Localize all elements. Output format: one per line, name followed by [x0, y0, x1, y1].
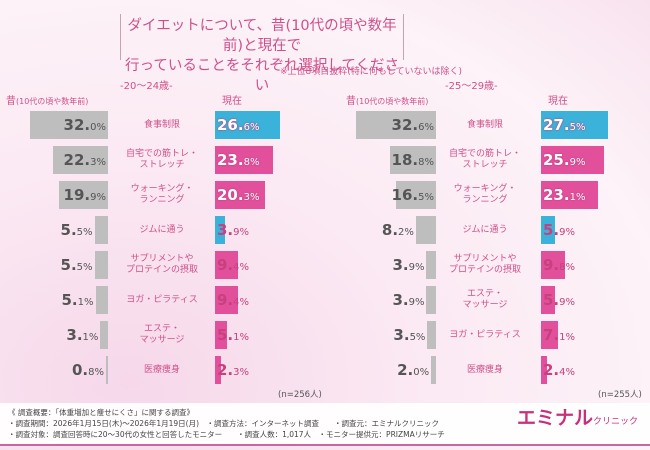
- past-value-label: 3.1%: [66, 326, 99, 344]
- past-value-label: 0.8%: [71, 361, 104, 379]
- past-bar: [395, 181, 436, 209]
- past-label-sub: (10代の頃や数年前): [16, 97, 89, 106]
- current-value-label: 3.9%: [217, 221, 250, 239]
- past-bar: [426, 286, 436, 314]
- category-label: サプリメントや プロテインの摂取: [125, 254, 198, 275]
- current-value-label: 5.9%: [543, 291, 576, 309]
- past-bar: [29, 111, 108, 139]
- current-bar: [541, 251, 565, 279]
- past-value-label: 22.3%: [63, 151, 106, 169]
- past-value-label: 3.5%: [393, 326, 426, 344]
- category-label: ヨガ・ピラティス: [126, 294, 198, 305]
- category-label: ジムに通う: [462, 224, 508, 235]
- past-label: 昔: [346, 96, 356, 107]
- current-value-label: 23.8%: [217, 151, 260, 169]
- past-bar: [356, 111, 436, 139]
- past-bar: [95, 286, 108, 314]
- past-bar: [106, 356, 108, 384]
- note: ※上位8項目抜粋(特に何もしていないは除く): [280, 67, 463, 77]
- past-bar: [427, 321, 436, 349]
- category-label: エステ・ マッサージ: [462, 289, 508, 310]
- clinic-logo: エミナルクリニック: [516, 407, 638, 429]
- current-bar: [541, 356, 547, 384]
- current-value-label: 26.6%: [217, 116, 260, 134]
- category-label: エステ・ マッサージ: [139, 324, 185, 345]
- category-label: 食事制限: [466, 119, 503, 130]
- past-value-label: 3.9%: [392, 256, 425, 274]
- current-value-label: 27.5%: [543, 116, 586, 134]
- category-label: 自宅での筋トレ・ ストレッチ: [448, 149, 521, 170]
- past-value-label: 18.8%: [391, 151, 434, 169]
- category-label: ウォーキング・ ランニング: [130, 184, 194, 205]
- past-column-header: 昔(10代の頃や数年前): [346, 92, 428, 107]
- past-value-label: 16.5%: [391, 186, 434, 204]
- past-label: 昔: [6, 96, 16, 107]
- current-value-label: 5.9%: [543, 221, 576, 239]
- current-bar: [541, 216, 556, 244]
- past-bar: [415, 216, 436, 244]
- current-bar: [541, 181, 598, 209]
- age-group-title: -20～24歳-: [120, 81, 173, 92]
- category-label: 医療痩身: [143, 364, 180, 375]
- category-label: 食事制限: [143, 119, 180, 130]
- past-bar: [94, 216, 108, 244]
- past-value-label: 5.5%: [60, 221, 93, 239]
- charts: -20～24歳- 昔(10代の頃や数年前) 現在 (n=256人) 32.0% 食事制限 2…: [6, 81, 642, 400]
- category-label: ヨガ・ピラティス: [449, 329, 521, 340]
- past-label-sub: (10代の頃や数年前): [356, 97, 429, 106]
- past-column-header: 昔(10代の頃や数年前): [6, 92, 88, 107]
- current-bar: [215, 181, 265, 209]
- past-bar: [100, 321, 108, 349]
- current-value-label: 5.1%: [217, 326, 250, 344]
- past-value-label: 2.0%: [397, 361, 430, 379]
- past-bar: [426, 251, 436, 279]
- current-value-label: 23.1%: [543, 186, 586, 204]
- past-bar: [59, 181, 108, 209]
- current-value-label: 2.3%: [217, 361, 250, 379]
- age-group-title: -25～29歳-: [445, 81, 498, 92]
- current-bar: [541, 321, 559, 349]
- past-bar: [53, 146, 108, 174]
- past-value-label: 5.1%: [61, 291, 94, 309]
- past-bar: [389, 146, 436, 174]
- current-value-label: 7.1%: [543, 326, 576, 344]
- past-bar: [431, 356, 436, 384]
- category-label: ジムに通う: [139, 224, 185, 235]
- category-label: ウォーキング・ ランニング: [453, 184, 517, 205]
- current-bar: [215, 111, 281, 139]
- current-value-label: 25.9%: [543, 151, 586, 169]
- past-bar: [94, 251, 108, 279]
- current-bar: [541, 111, 609, 139]
- current-value-label: 9.8%: [543, 256, 576, 274]
- current-bar: [215, 356, 221, 384]
- current-bar: [541, 146, 605, 174]
- current-bar: [215, 321, 228, 349]
- current-value-label: 20.3%: [217, 186, 260, 204]
- current-bar: [541, 286, 556, 314]
- category-label: サプリメントや プロテインの摂取: [448, 254, 521, 275]
- past-value-label: 3.9%: [392, 291, 425, 309]
- current-value-label: 9.4%: [217, 256, 250, 274]
- current-bar: [215, 216, 225, 244]
- current-column-header: 現在: [548, 96, 568, 107]
- past-value-label: 32.6%: [391, 116, 434, 134]
- survey-footer: 《 調査概要：「体重増加と痩せにくさ」に関する調査》 ・調査期間：2026年1月…: [0, 403, 650, 446]
- current-value-label: 9.4%: [217, 291, 250, 309]
- current-bar: [215, 286, 239, 314]
- past-value-label: 8.2%: [381, 221, 414, 239]
- sample-size: (n=256人): [278, 390, 322, 400]
- current-value-label: 2.4%: [543, 361, 576, 379]
- past-value-label: 32.0%: [63, 116, 106, 134]
- past-value-label: 5.5%: [60, 256, 93, 274]
- current-column-header: 現在: [222, 96, 242, 107]
- past-value-label: 19.9%: [63, 186, 106, 204]
- sample-size: (n=255人): [598, 390, 642, 400]
- category-label: 自宅での筋トレ・ ストレッチ: [125, 149, 198, 170]
- question-title: ダイエットについて、昔(10代の頃や数年前)と現在で 行っていることをそれぞれ選…: [120, 14, 404, 94]
- current-bar: [215, 251, 239, 279]
- current-bar: [215, 146, 274, 174]
- category-label: 医療痩身: [466, 364, 503, 375]
